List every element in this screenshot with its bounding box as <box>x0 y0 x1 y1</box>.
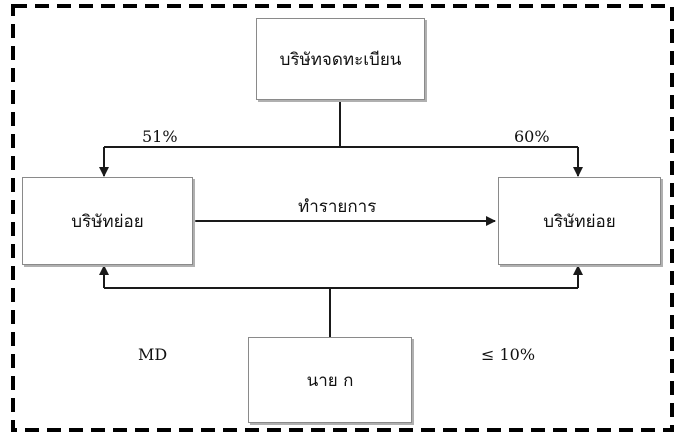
parent-company-label: บริษัทจดทะเบียน <box>279 49 402 70</box>
dashed-boundary <box>11 4 674 432</box>
stake-right-label: 60% <box>514 127 550 146</box>
md-label: MD <box>138 345 168 364</box>
left-subsidiary-label: บริษัทย่อย <box>71 211 144 232</box>
person-box: นาย ก <box>248 337 412 423</box>
right-subsidiary-box: บริษัทย่อย <box>498 177 661 265</box>
person-stake-label: ≤ 10% <box>481 345 536 364</box>
transaction-label: ทำรายการ <box>298 197 377 217</box>
left-subsidiary-box: บริษัทย่อย <box>22 177 193 265</box>
parent-company-box: บริษัทจดทะเบียน <box>256 18 425 100</box>
right-subsidiary-label: บริษัทย่อย <box>543 211 616 232</box>
stake-left-label: 51% <box>142 127 178 146</box>
person-label: นาย ก <box>306 370 354 391</box>
